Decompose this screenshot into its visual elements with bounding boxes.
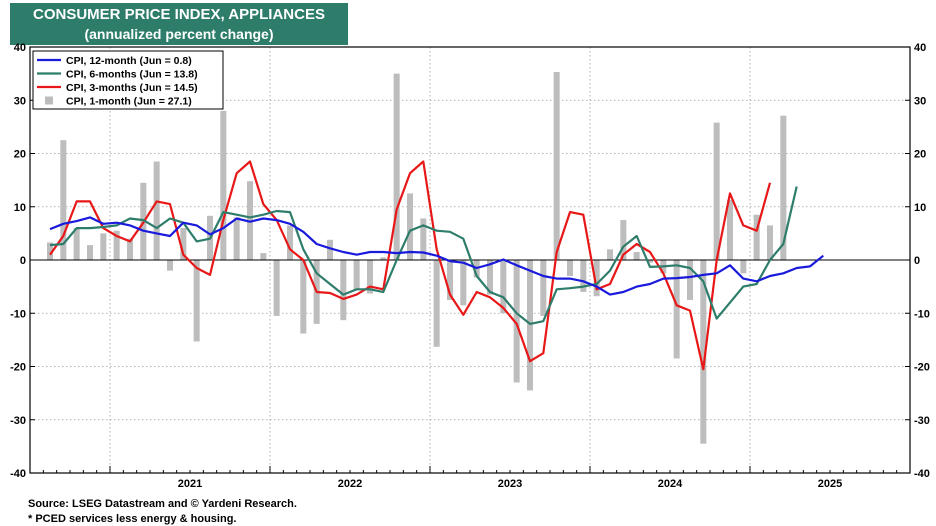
bar-1-month: [540, 260, 547, 316]
line-3-months: [49, 160, 772, 371]
bar-1-month: [153, 161, 160, 260]
line-6-months: [49, 186, 798, 325]
y-tick-label-right: -10: [914, 308, 930, 320]
x-year-label: 2022: [338, 478, 362, 490]
source-note: Source: LSEG Datastream and © Yardeni Re…: [28, 498, 297, 510]
y-tick-label-left: -20: [10, 362, 26, 374]
bar-1-month: [287, 225, 293, 260]
y-tick-label-right: 20: [914, 149, 926, 161]
bar-1-month: [193, 260, 200, 342]
y-tick-label-left: -40: [10, 468, 26, 480]
bar-1-month: [447, 260, 453, 300]
bar-1-month: [513, 260, 520, 383]
bar-1-month: [753, 214, 760, 260]
bar-1-month: [380, 257, 387, 260]
bar-1-month: [620, 220, 627, 260]
bar-1-month: [353, 260, 360, 290]
bar-1-month: [673, 260, 680, 359]
legend-label: CPI, 3-months (Jun = 14.5): [66, 82, 198, 94]
x-year-label: 2025: [818, 478, 842, 490]
y-tick-label-left: 0: [20, 255, 26, 267]
y-tick-label-right: -30: [914, 415, 930, 427]
bar-1-month: [407, 193, 413, 260]
y-tick-label-right: 40: [914, 42, 926, 54]
bar-1-month: [180, 228, 187, 260]
y-tick-label-right: -20: [914, 362, 930, 374]
bar-1-month: [767, 225, 773, 260]
bar-1-month: [367, 260, 373, 294]
bar-1-month: [727, 199, 733, 260]
bar-1-month: [260, 253, 267, 260]
bar-1-month: [300, 260, 307, 334]
bar-1-month: [340, 260, 347, 321]
x-year-label: 2024: [658, 478, 683, 490]
y-tick-label-left: 10: [14, 202, 26, 214]
y-tick-label-right: 0: [914, 255, 920, 267]
bar-1-month: [647, 260, 653, 263]
y-tick-label-left: -10: [10, 308, 26, 320]
bar-1-month: [553, 72, 560, 260]
legend-box: [32, 50, 224, 110]
bar-1-month: [607, 249, 613, 260]
x-year-label: 2021: [178, 478, 202, 490]
bar-1-month: [60, 140, 67, 260]
bar-1-month: [780, 115, 787, 260]
bar-1-month: [700, 260, 707, 444]
chart-title-box: CONSUMER PRICE INDEX, APPLIANCES (annual…: [10, 3, 348, 45]
bar-1-month: [87, 245, 93, 260]
chart-title: CONSUMER PRICE INDEX, APPLIANCES: [33, 6, 325, 23]
bar-1-month: [527, 260, 533, 391]
bar-1-month: [73, 228, 80, 260]
y-tick-label-left: 20: [14, 149, 26, 161]
bar-1-month: [233, 217, 240, 260]
bar-1-month: [113, 230, 120, 260]
legend-swatch-bar: [45, 96, 53, 105]
legend-label: CPI, 12-month (Jun = 0.8): [66, 55, 192, 67]
chart-subtitle: (annualized percent change): [84, 26, 274, 42]
bar-1-month: [593, 260, 600, 297]
y-tick-label-left: -30: [10, 415, 26, 427]
bar-1-month: [567, 260, 573, 276]
footnote: * PCED services less energy & housing.: [28, 513, 237, 525]
bar-1-month: [127, 238, 133, 260]
y-tick-label-right: 10: [914, 202, 926, 214]
y-tick-label-right: -40: [914, 468, 930, 480]
y-tick-label-right: 30: [914, 95, 926, 107]
bar-1-month: [47, 242, 53, 260]
bar-1-month: [460, 260, 467, 306]
bar-1-month: [420, 218, 427, 260]
bar-1-month: [633, 252, 640, 260]
x-year-label: 2023: [498, 478, 522, 490]
bar-1-month: [487, 260, 493, 295]
bar-1-month: [687, 260, 693, 300]
legend-label: CPI, 6-months (Jun = 13.8): [66, 69, 198, 81]
bar-1-month: [167, 260, 173, 271]
y-tick-label-left: 30: [14, 95, 26, 107]
bar-1-month: [327, 239, 333, 260]
bar-1-month: [393, 73, 400, 260]
legend-label: CPI, 1-month (Jun = 27.1): [66, 96, 192, 108]
bar-1-month: [500, 260, 507, 314]
bar-1-month: [580, 260, 587, 292]
bar-1-month: [273, 260, 280, 316]
bar-1-month: [220, 110, 227, 261]
line-12-month: [49, 216, 824, 296]
bar-1-month: [433, 260, 440, 347]
bar-1-month: [740, 260, 747, 274]
bar-1-month: [713, 122, 720, 261]
y-tick-label-left: 40: [14, 42, 26, 54]
bar-1-month: [100, 233, 107, 260]
